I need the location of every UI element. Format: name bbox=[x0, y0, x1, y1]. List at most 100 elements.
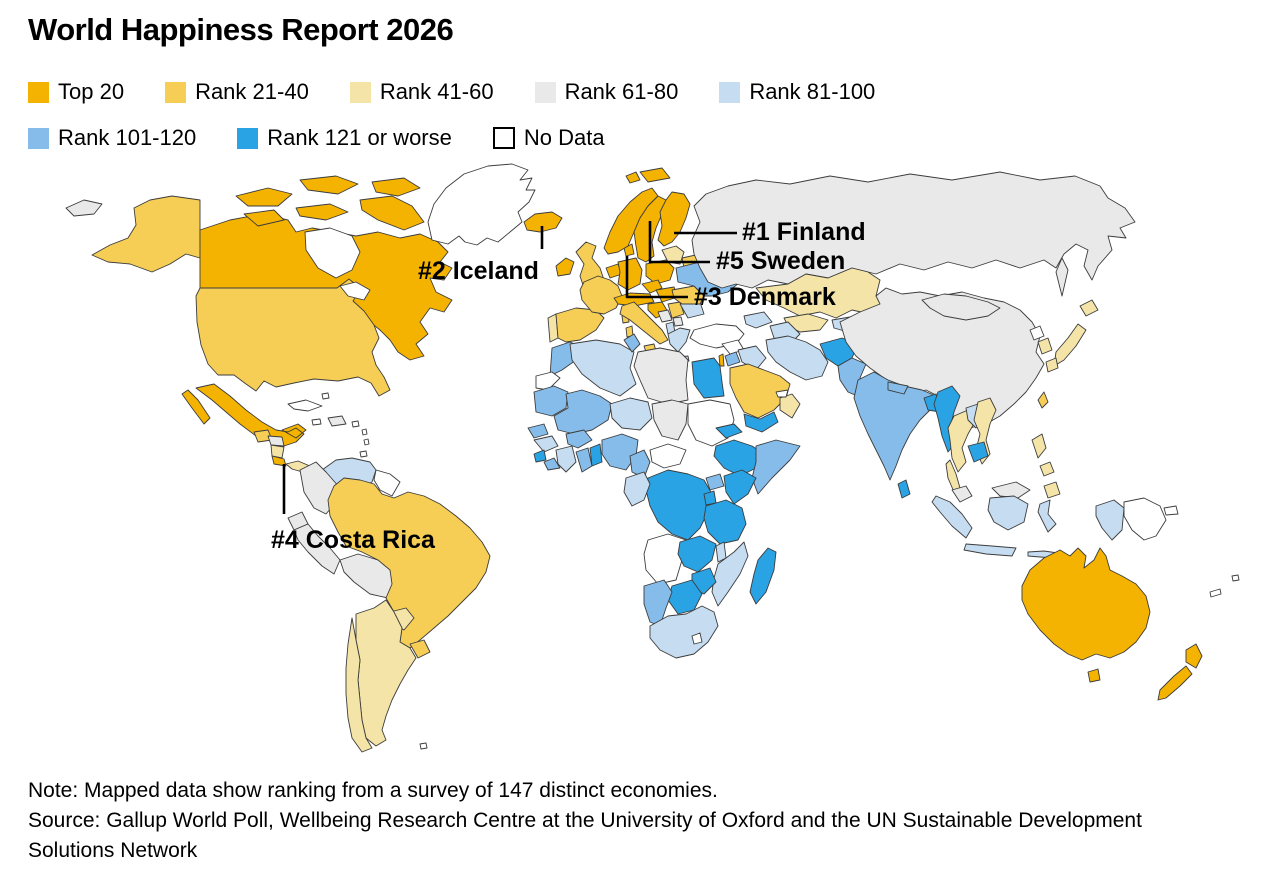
region-indonesia-sumatra bbox=[931, 495, 973, 539]
region-sicily bbox=[643, 343, 657, 353]
region-australia bbox=[1021, 547, 1151, 661]
region-saudi-arabia bbox=[729, 363, 791, 419]
source-text: Source: Gallup World Poll, Wellbeing Res… bbox=[28, 809, 1142, 862]
region-paraguay bbox=[389, 607, 415, 631]
region-japan-hokkaido bbox=[1079, 299, 1099, 317]
region-nigeria bbox=[601, 433, 639, 471]
region-benelux bbox=[605, 263, 623, 279]
region-malaysia bbox=[951, 485, 973, 503]
region-guinea bbox=[533, 435, 559, 453]
region-indonesia-papua bbox=[1095, 499, 1125, 541]
legend-swatch-icon bbox=[349, 81, 371, 103]
region-china bbox=[839, 287, 1045, 429]
region-turkey bbox=[689, 323, 745, 349]
region-baltics bbox=[661, 245, 685, 265]
region-usa bbox=[195, 278, 391, 397]
region-bahamas bbox=[321, 392, 330, 400]
region-south-africa bbox=[649, 605, 719, 659]
region-turkmenistan bbox=[769, 321, 801, 345]
region-mozambique bbox=[711, 541, 749, 607]
region-afghanistan bbox=[819, 337, 859, 367]
region-spain bbox=[555, 307, 605, 343]
region-zimbabwe bbox=[691, 567, 717, 595]
region-uruguay bbox=[409, 639, 431, 659]
region-malawi bbox=[715, 541, 727, 563]
region-western-sahara bbox=[535, 371, 561, 391]
region-tasmania bbox=[1087, 668, 1101, 683]
region-mongolia bbox=[921, 293, 1001, 321]
legend-row-1: Top 20 Rank 21-40 Rank 41-60 Rank 61-80 Rank… bbox=[28, 79, 875, 105]
legend-swatch-icon bbox=[28, 127, 49, 149]
region-rwanda-burundi bbox=[703, 490, 717, 506]
region-sri-lanka bbox=[897, 479, 911, 499]
region-france bbox=[579, 275, 623, 315]
region-hispaniola bbox=[327, 415, 347, 427]
region-chad bbox=[651, 399, 689, 441]
region-tunisia bbox=[623, 333, 641, 353]
region-madagascar bbox=[749, 547, 777, 605]
region-iraq bbox=[737, 345, 767, 371]
legend-label: Rank 101-120 bbox=[58, 125, 197, 150]
region-indonesia-kalimantan bbox=[987, 495, 1029, 531]
region-canada-arctic-4 bbox=[295, 203, 349, 221]
region-vietnam bbox=[973, 397, 997, 465]
region-austria-switzerland bbox=[613, 292, 655, 307]
region-germany bbox=[617, 257, 643, 291]
legend-label: No Data bbox=[523, 125, 605, 150]
region-syria bbox=[721, 339, 745, 355]
region-malaysia-borneo bbox=[991, 481, 1031, 499]
legend-label: Top 20 bbox=[58, 79, 125, 104]
region-jordan bbox=[724, 351, 741, 367]
region-thailand bbox=[945, 409, 977, 493]
region-canada bbox=[199, 213, 453, 361]
region-philippines-mindanao bbox=[1043, 481, 1061, 499]
region-denmark bbox=[623, 243, 635, 257]
region-albania bbox=[665, 321, 676, 335]
legend-label: Rank 41-60 bbox=[379, 79, 494, 104]
region-tanzania bbox=[703, 499, 747, 545]
region-israel bbox=[718, 353, 725, 367]
region-mauritania bbox=[533, 385, 569, 417]
region-italy bbox=[619, 301, 669, 345]
region-philippines-visayas bbox=[1039, 461, 1055, 477]
region-falklands bbox=[419, 742, 428, 750]
legend-label: Rank 121 or worse bbox=[267, 125, 452, 150]
region-caucasus bbox=[743, 311, 773, 329]
region-nepal bbox=[887, 381, 909, 395]
region-laos bbox=[965, 403, 985, 429]
legend-row-2: Rank 101-120 Rank 121 or worse No Data bbox=[28, 125, 605, 151]
region-south-korea bbox=[1037, 337, 1053, 355]
region-png-newbritain bbox=[1163, 505, 1179, 516]
region-sweden bbox=[633, 195, 667, 263]
region-nz-south bbox=[1157, 665, 1193, 701]
region-costa-rica bbox=[271, 455, 287, 467]
legend-item-no-data: No Data bbox=[492, 125, 605, 151]
region-north-korea bbox=[1029, 325, 1045, 341]
legend-label: Rank 81-100 bbox=[749, 79, 876, 104]
region-argentina bbox=[355, 599, 417, 747]
region-bangladesh bbox=[923, 393, 941, 413]
region-cuba bbox=[287, 399, 323, 412]
region-oman bbox=[779, 393, 801, 419]
region-portugal bbox=[547, 313, 559, 343]
region-ethiopia bbox=[713, 439, 765, 477]
legend-item-rank-61-80: Rank 61-80 bbox=[534, 79, 678, 105]
region-poland bbox=[645, 259, 675, 285]
region-serbia bbox=[667, 301, 685, 319]
legend-item-top-20: Top 20 bbox=[28, 79, 124, 105]
region-alaska bbox=[91, 195, 201, 273]
region-slovenia-croatia bbox=[647, 301, 669, 319]
region-uae bbox=[775, 389, 789, 398]
region-india bbox=[853, 371, 937, 481]
region-lesotho bbox=[691, 632, 703, 645]
region-norway bbox=[603, 187, 659, 255]
region-colombia bbox=[299, 461, 341, 515]
region-antilles-2 bbox=[363, 438, 370, 446]
region-great-lakes bbox=[339, 281, 371, 301]
region-russia-chukotka-west bbox=[65, 199, 103, 217]
region-puerto-rico bbox=[351, 420, 360, 428]
region-jamaica bbox=[311, 418, 322, 426]
region-taiwan bbox=[1037, 391, 1049, 409]
region-togo-benin bbox=[589, 443, 603, 467]
region-corsica bbox=[621, 313, 630, 324]
